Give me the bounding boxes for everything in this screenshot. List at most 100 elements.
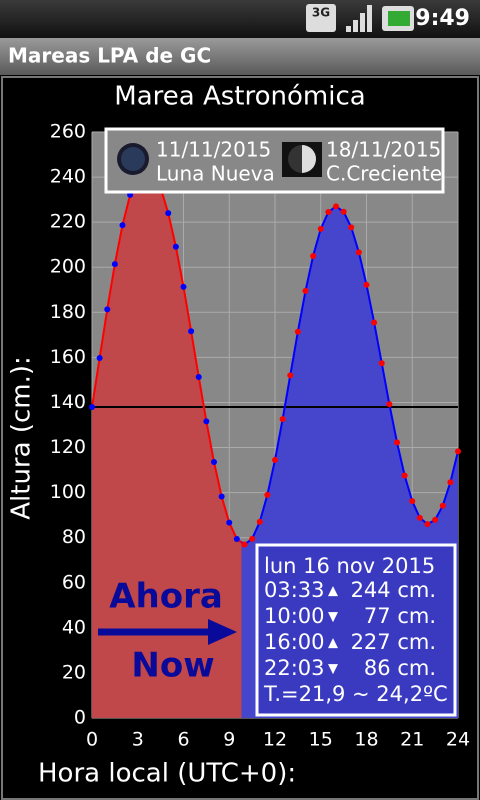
moon-quarter-lit bbox=[302, 145, 316, 173]
signal-icon bbox=[346, 5, 372, 32]
tide-point bbox=[226, 519, 233, 526]
y-tick-label: 0 bbox=[74, 707, 86, 729]
tide-point bbox=[264, 491, 271, 498]
tide-direction: ▲ bbox=[328, 584, 338, 599]
tide-point bbox=[378, 360, 385, 367]
tide-point bbox=[111, 261, 118, 268]
network-icon bbox=[306, 4, 336, 32]
network-label: 3G bbox=[312, 6, 330, 20]
tide-point bbox=[211, 458, 217, 465]
tide-point bbox=[432, 516, 439, 523]
tide-point bbox=[119, 222, 126, 229]
tide-point bbox=[333, 203, 339, 210]
y-tick-label: 60 bbox=[62, 571, 86, 593]
tide-time: 10:00 bbox=[264, 604, 325, 628]
y-tick-label: 40 bbox=[62, 616, 86, 638]
tide-point bbox=[203, 418, 210, 425]
y-tick-label: 100 bbox=[50, 481, 86, 503]
moon-date: 18/11/2015 bbox=[326, 138, 441, 162]
x-tick-label: 15 bbox=[309, 729, 333, 751]
tide-point bbox=[172, 243, 179, 250]
y-tick-label: 260 bbox=[50, 121, 86, 143]
tide-point bbox=[340, 208, 347, 215]
tide-point bbox=[294, 328, 301, 335]
y-tick-label: 200 bbox=[50, 256, 86, 278]
tide-point bbox=[325, 209, 332, 216]
x-tick-label: 18 bbox=[354, 729, 378, 751]
now-label: Ahora bbox=[109, 577, 223, 617]
tide-point bbox=[249, 535, 256, 542]
app-title: Mareas LPA de GC bbox=[8, 44, 211, 68]
tide-point bbox=[302, 287, 309, 294]
tide-point bbox=[394, 439, 400, 446]
moon-new-disc bbox=[121, 147, 145, 171]
x-tick-label: 0 bbox=[86, 729, 98, 751]
y-tick-label: 140 bbox=[50, 391, 86, 413]
app-bar bbox=[0, 38, 480, 75]
tide-point bbox=[165, 210, 172, 217]
now-arrowhead bbox=[208, 619, 237, 645]
tide-point bbox=[256, 518, 263, 525]
tide-point bbox=[363, 281, 370, 288]
tide-point bbox=[355, 249, 362, 256]
tide-time: 22:03 bbox=[264, 656, 325, 680]
tide-point bbox=[180, 283, 187, 290]
tide-point bbox=[218, 493, 225, 500]
y-tick-label: 120 bbox=[50, 436, 86, 458]
tide-point bbox=[89, 403, 95, 410]
y-tick-label: 220 bbox=[50, 211, 86, 233]
y-tick-label: 240 bbox=[50, 166, 86, 188]
moon-phase: C.Creciente bbox=[326, 162, 442, 186]
tide-point bbox=[272, 456, 278, 463]
x-tick-label: 24 bbox=[446, 729, 470, 751]
tide-point bbox=[317, 225, 324, 232]
tide-point bbox=[439, 502, 446, 509]
y-tick-label: 160 bbox=[50, 346, 86, 368]
tide-height: 86 cm. bbox=[364, 656, 436, 680]
tide-point bbox=[195, 373, 202, 380]
x-tick-label: 9 bbox=[223, 729, 235, 751]
y-tick-label: 20 bbox=[62, 661, 86, 683]
y-tick-label: 180 bbox=[50, 301, 86, 323]
tide-height: 244 cm. bbox=[351, 578, 436, 602]
tide-time: 03:33 bbox=[264, 578, 325, 602]
x-tick-label: 3 bbox=[132, 729, 144, 751]
tide-direction: ▼ bbox=[328, 662, 338, 677]
tide-point bbox=[96, 355, 103, 362]
tide-point bbox=[447, 479, 454, 486]
tide-point bbox=[409, 498, 416, 505]
clock: 9:49 bbox=[415, 6, 470, 31]
x-tick-label: 21 bbox=[400, 729, 424, 751]
tide-point bbox=[348, 224, 355, 231]
moon-date: 11/11/2015 bbox=[156, 138, 271, 162]
info-temperature: T.=21,9 ~ 24,2ºC bbox=[263, 682, 448, 706]
tide-point bbox=[241, 541, 248, 548]
tide-point bbox=[279, 416, 286, 423]
info-date: lun 16 nov 2015 bbox=[264, 554, 435, 578]
chart-title: Marea Astronómica bbox=[114, 82, 365, 112]
tide-point bbox=[371, 319, 378, 326]
tide-point bbox=[424, 521, 431, 528]
tide-point bbox=[310, 252, 317, 259]
tide-point bbox=[287, 372, 294, 379]
tide-point bbox=[104, 306, 111, 313]
y-tick-label: 80 bbox=[62, 526, 86, 548]
info-box bbox=[255, 543, 457, 717]
tide-direction: ▲ bbox=[328, 636, 338, 651]
now-label: Now bbox=[131, 646, 214, 686]
x-tick-label: 6 bbox=[177, 729, 189, 751]
tide-direction: ▼ bbox=[328, 610, 338, 625]
x-axis-label: Hora local (UTC+0): bbox=[38, 759, 296, 789]
tide-point bbox=[188, 328, 195, 335]
tide-point bbox=[401, 472, 408, 479]
x-tick-label: 12 bbox=[263, 729, 287, 751]
moon-phase: Luna Nueva bbox=[156, 162, 275, 186]
tide-height: 77 cm. bbox=[364, 604, 436, 628]
tide-point bbox=[416, 514, 423, 521]
tide-point bbox=[386, 401, 393, 408]
tide-point bbox=[233, 536, 240, 543]
tide-time: 16:00 bbox=[264, 630, 325, 654]
tide-height: 227 cm. bbox=[351, 630, 436, 654]
moon-legend bbox=[104, 127, 445, 194]
